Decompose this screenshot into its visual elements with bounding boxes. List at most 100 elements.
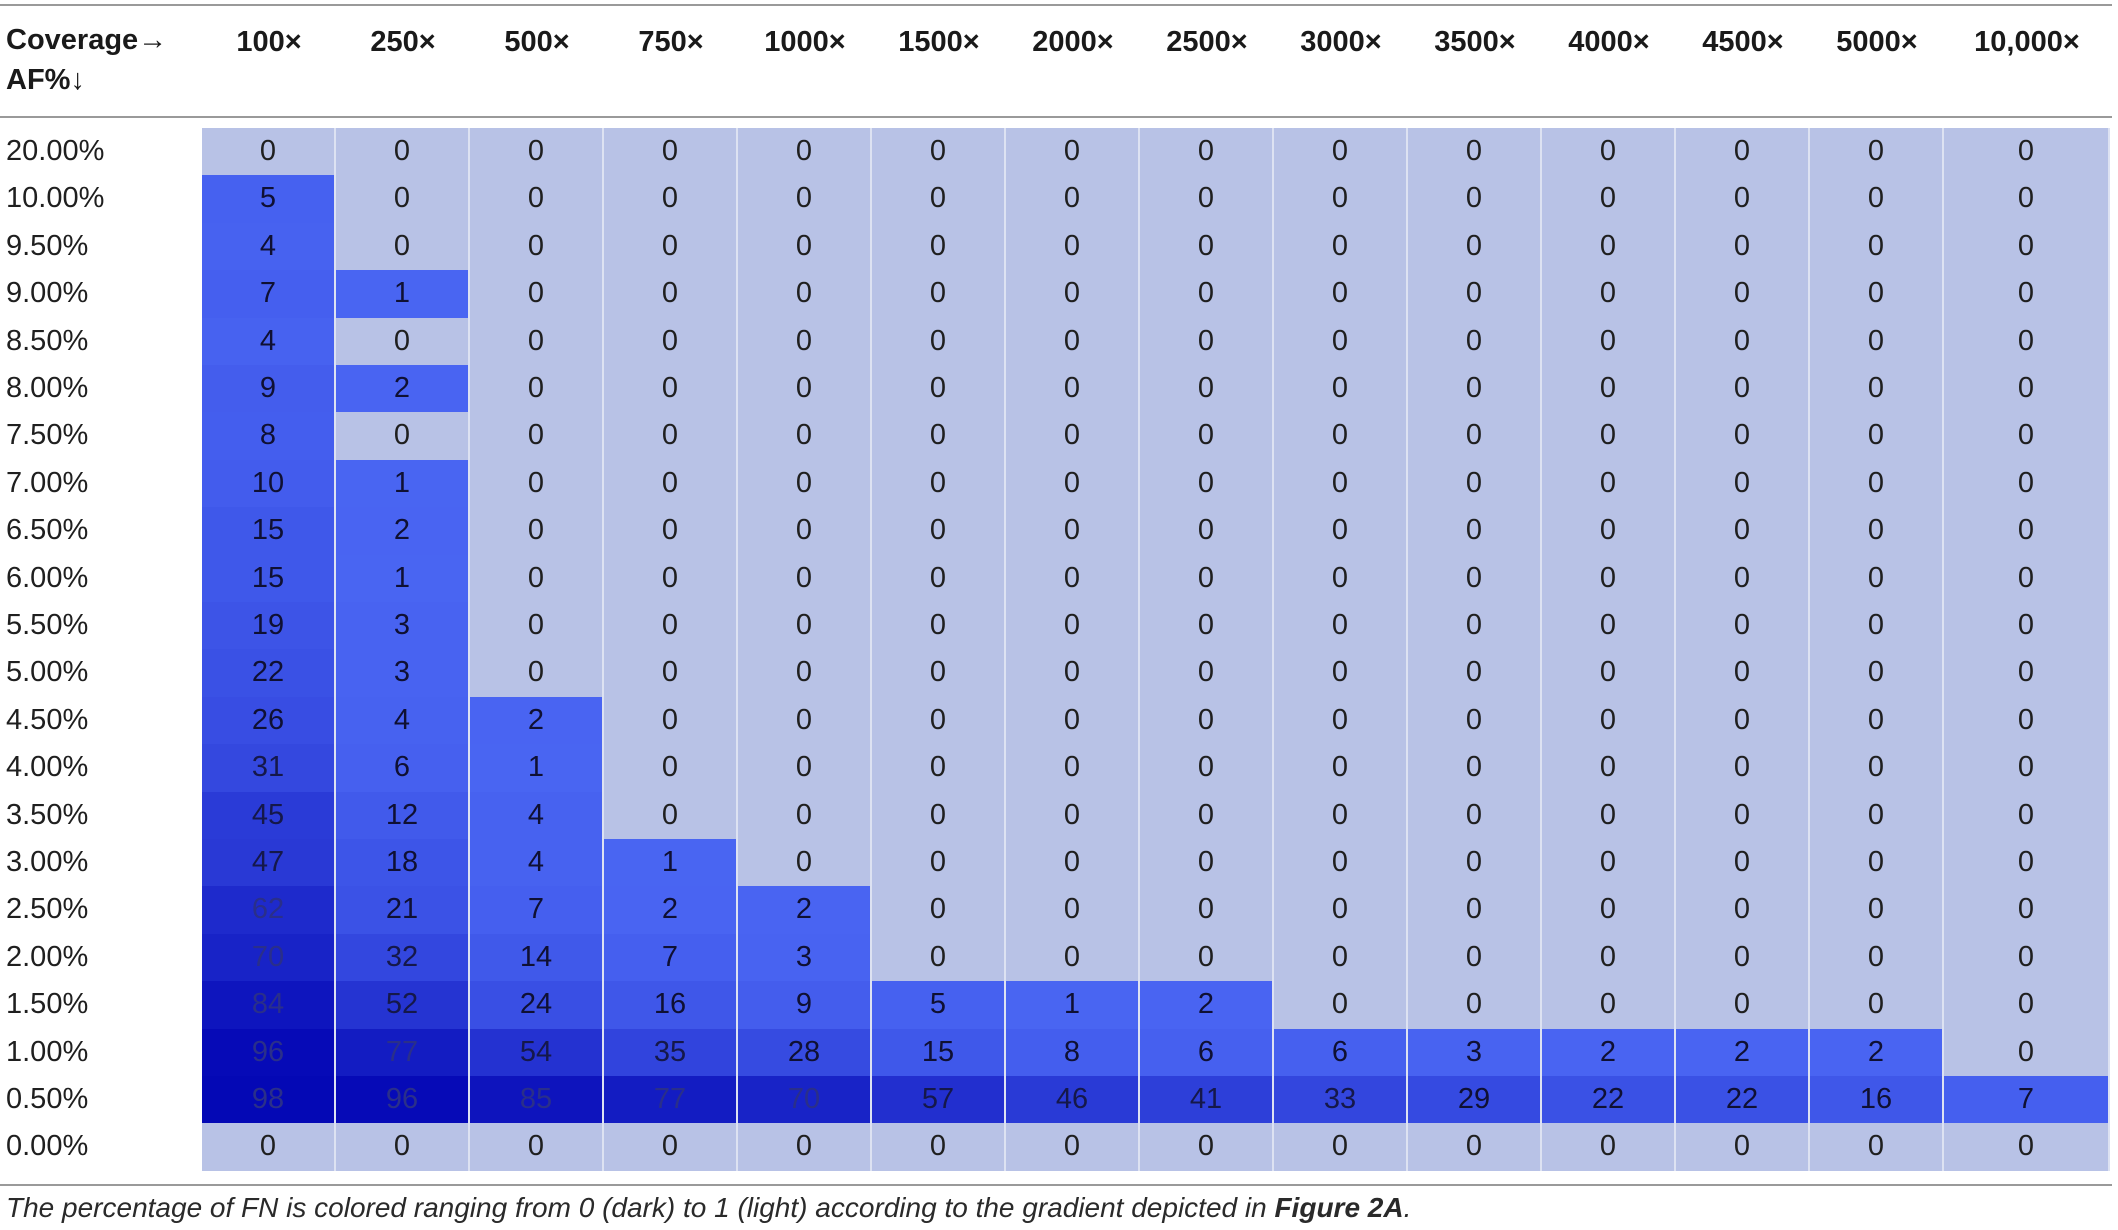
heatmap-cell: 0 xyxy=(1140,696,1274,745)
heatmap-cell: 0 xyxy=(1140,791,1274,840)
heatmap-cell: 28 xyxy=(738,1028,872,1077)
heatmap-cell: 0 xyxy=(738,128,872,176)
heatmap-cell: 0 xyxy=(1274,507,1408,556)
heatmap-cell: 2 xyxy=(470,696,604,745)
heatmap-cell: 0 xyxy=(872,696,1006,745)
heatmap-cell: 32 xyxy=(336,933,470,982)
heatmap-cell: 0 xyxy=(872,365,1006,413)
heatmap-cell: 0 xyxy=(1140,554,1274,603)
heatmap-cell: 0 xyxy=(1140,1123,1274,1172)
heatmap-cell: 0 xyxy=(1408,1123,1542,1172)
column-header: 10,000× xyxy=(1974,26,2080,58)
heatmap-cell: 0 xyxy=(1810,886,1944,935)
heatmap-cell: 0 xyxy=(1408,696,1542,745)
heatmap-cell: 0 xyxy=(1810,839,1944,887)
heatmap-cell: 0 xyxy=(1274,175,1408,224)
heatmap-cell: 1 xyxy=(336,554,470,603)
column-header: 100× xyxy=(236,26,302,58)
heatmap-cell: 0 xyxy=(470,270,604,319)
caption-figure-ref: Figure 2A xyxy=(1274,1192,1404,1223)
heatmap-cell: 2 xyxy=(1676,1028,1810,1077)
heatmap-cell: 0 xyxy=(1274,222,1408,271)
heatmap-cell: 0 xyxy=(470,507,604,556)
heatmap-cell: 0 xyxy=(1944,412,2110,461)
heatmap-cell: 0 xyxy=(604,128,738,176)
heatmap-cell: 2 xyxy=(1810,1028,1944,1077)
caption-text: The percentage of FN is colored ranging … xyxy=(6,1192,1275,1223)
row-label-af: 4.50% xyxy=(6,703,89,736)
heatmap-cell: 0 xyxy=(1676,602,1810,650)
heatmap-cell: 0 xyxy=(1944,933,2110,982)
heatmap-cell: 0 xyxy=(1006,791,1140,840)
heatmap-cell: 0 xyxy=(1274,649,1408,698)
heatmap-cell: 0 xyxy=(738,317,872,366)
column-header: 500× xyxy=(504,26,570,58)
heatmap-cell: 0 xyxy=(1676,554,1810,603)
heatmap-cell: 0 xyxy=(1542,270,1676,319)
heatmap-cell: 0 xyxy=(1006,507,1140,556)
heatmap-cell: 0 xyxy=(1006,365,1140,413)
af-axis-label: AF%↓ xyxy=(6,64,85,96)
heatmap-cell: 0 xyxy=(1408,270,1542,319)
heatmap-cell: 33 xyxy=(1274,1076,1408,1124)
heatmap-cell: 0 xyxy=(738,365,872,413)
heatmap-cell: 84 xyxy=(202,981,336,1030)
heatmap-cell: 0 xyxy=(604,365,738,413)
header-rule xyxy=(0,116,2112,118)
row-label-af: 2.50% xyxy=(6,893,89,926)
heatmap-cell: 0 xyxy=(1006,270,1140,319)
heatmap-cell: 0 xyxy=(336,222,470,271)
heatmap-cell: 77 xyxy=(336,1028,470,1077)
heatmap-cell: 0 xyxy=(1140,744,1274,793)
heatmap-cell: 0 xyxy=(1944,1028,2110,1077)
heatmap-cell: 0 xyxy=(1542,222,1676,271)
heatmap-cell: 0 xyxy=(872,839,1006,887)
row-label-af: 1.00% xyxy=(6,1035,89,1068)
heatmap-cell: 0 xyxy=(872,459,1006,508)
heatmap-cell: 0 xyxy=(1944,839,2110,887)
heatmap-cell: 0 xyxy=(470,412,604,461)
heatmap-cell: 1 xyxy=(336,270,470,319)
heatmap-cell: 0 xyxy=(1140,507,1274,556)
heatmap-cell: 0 xyxy=(1542,317,1676,366)
heatmap-cell: 0 xyxy=(1274,554,1408,603)
heatmap-cell: 9 xyxy=(738,981,872,1030)
heatmap-cell: 0 xyxy=(1810,175,1944,224)
heatmap-cell: 0 xyxy=(470,128,604,176)
heatmap-cell: 2 xyxy=(1542,1028,1676,1077)
row-label-af: 9.00% xyxy=(6,277,89,310)
heatmap-cell: 0 xyxy=(470,222,604,271)
heatmap-cell: 0 xyxy=(1676,365,1810,413)
heatmap-cell: 2 xyxy=(604,886,738,935)
heatmap-cell: 0 xyxy=(604,270,738,319)
row-label-af: 3.50% xyxy=(6,798,89,831)
heatmap-cell: 0 xyxy=(202,128,336,176)
heatmap-cell: 0 xyxy=(1810,1123,1944,1172)
heatmap-cell: 52 xyxy=(336,981,470,1030)
heatmap-cell: 0 xyxy=(1408,791,1542,840)
heatmap-cell: 0 xyxy=(1944,270,2110,319)
heatmap-cell: 0 xyxy=(1944,791,2110,840)
heatmap-cell: 0 xyxy=(872,744,1006,793)
heatmap-cell: 0 xyxy=(604,744,738,793)
heatmap-cell: 0 xyxy=(1810,270,1944,319)
heatmap-cell: 0 xyxy=(872,128,1006,176)
heatmap-cell: 0 xyxy=(872,317,1006,366)
heatmap-cell: 15 xyxy=(202,554,336,603)
heatmap-cell: 0 xyxy=(1542,365,1676,413)
heatmap-cell: 0 xyxy=(1408,554,1542,603)
heatmap-cell: 0 xyxy=(470,317,604,366)
heatmap-cell: 0 xyxy=(738,554,872,603)
heatmap-cell: 4 xyxy=(336,696,470,745)
column-header: 2500× xyxy=(1166,26,1248,58)
heatmap-cell: 16 xyxy=(1810,1076,1944,1124)
corner-header: Coverage→ AF%↓ xyxy=(6,20,167,100)
heatmap-cell: 26 xyxy=(202,696,336,745)
heatmap-cell: 0 xyxy=(872,1123,1006,1172)
heatmap-cell: 85 xyxy=(470,1076,604,1124)
heatmap-cell: 0 xyxy=(1006,175,1140,224)
heatmap-cell: 0 xyxy=(1408,222,1542,271)
heatmap-cell: 0 xyxy=(1542,933,1676,982)
heatmap-cell: 0 xyxy=(1274,459,1408,508)
heatmap-cell: 0 xyxy=(202,1123,336,1172)
